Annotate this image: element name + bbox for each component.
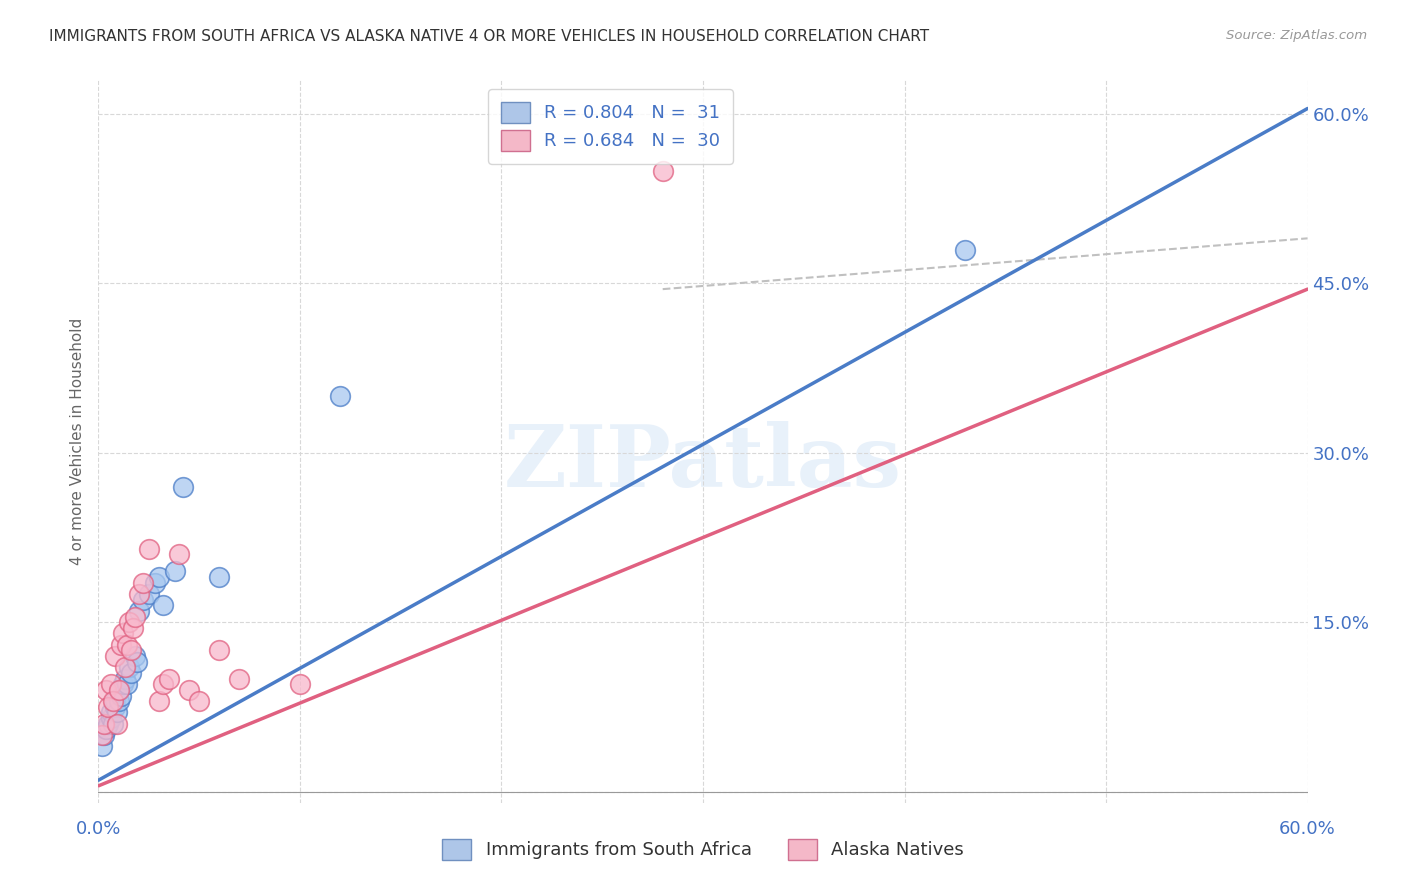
Legend: R = 0.804   N =  31, R = 0.684   N =  30: R = 0.804 N = 31, R = 0.684 N = 30 [488,89,733,163]
Point [118,615,141,630]
Point [111,626,134,640]
Point [167,548,190,562]
Point [107,694,129,708]
Point [208,643,231,657]
Point [121,621,143,635]
Point [148,570,170,584]
Point [163,565,186,579]
Point [100,677,122,691]
Point [110,689,132,703]
Point [103,648,125,663]
Point [651,163,673,178]
Text: ZIPatlas: ZIPatlas [503,421,903,505]
Point [288,677,311,691]
Point [115,677,138,691]
Point [107,682,129,697]
Point [105,706,128,720]
Point [101,694,124,708]
Point [152,677,174,691]
Text: 0.0%: 0.0% [76,820,121,838]
Point [132,592,155,607]
Point [128,587,150,601]
Point [101,716,124,731]
Point [91,739,114,754]
Point [157,672,180,686]
Legend: Immigrants from South Africa, Alaska Natives: Immigrants from South Africa, Alaska Nat… [434,831,972,867]
Point [953,243,976,257]
Point [120,665,142,680]
Point [100,706,122,720]
Point [103,699,125,714]
Point [120,643,142,657]
Point [124,648,146,663]
Point [188,694,211,708]
Point [148,694,170,708]
Text: IMMIGRANTS FROM SOUTH AFRICA VS ALASKA NATIVE 4 OR MORE VEHICLES IN HOUSEHOLD CO: IMMIGRANTS FROM SOUTH AFRICA VS ALASKA N… [49,29,929,44]
Point [125,655,148,669]
Point [103,694,125,708]
Point [228,672,250,686]
Point [114,660,136,674]
Point [138,541,160,556]
Point [138,587,160,601]
Point [172,480,194,494]
Point [329,389,352,403]
Point [93,716,115,731]
Point [132,575,155,590]
Point [128,604,150,618]
Point [143,575,166,590]
Point [96,682,118,697]
Text: 60.0%: 60.0% [1279,820,1336,838]
Point [97,699,120,714]
Y-axis label: 4 or more Vehicles in Household: 4 or more Vehicles in Household [69,318,84,566]
Text: Source: ZipAtlas.com: Source: ZipAtlas.com [1226,29,1367,42]
Point [97,716,120,731]
Point [115,638,138,652]
Point [179,682,201,697]
Point [110,638,132,652]
Point [100,711,122,725]
Point [152,599,174,613]
Point [105,716,128,731]
Point [118,660,141,674]
Point [208,570,231,584]
Point [91,728,114,742]
Point [111,677,134,691]
Point [93,728,115,742]
Point [124,609,146,624]
Point [114,672,136,686]
Point [107,682,129,697]
Point [96,723,118,737]
